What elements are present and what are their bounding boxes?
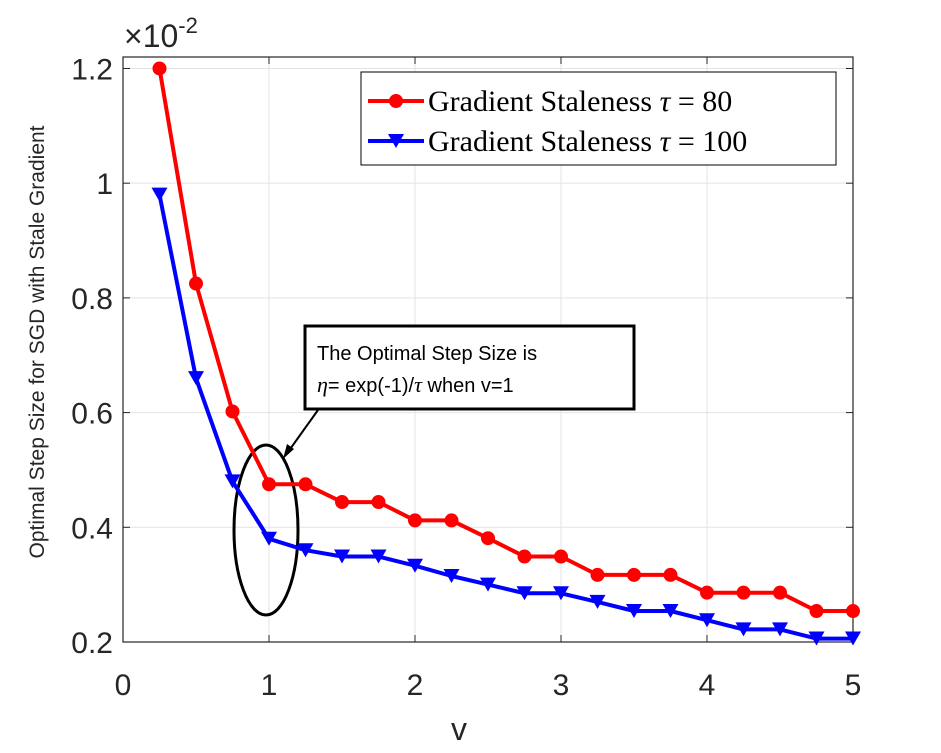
y-axis-label: Optimal Step Size for SGD with Stale Gra… bbox=[26, 125, 49, 558]
series-1 bbox=[151, 187, 861, 646]
data-point bbox=[662, 604, 679, 619]
annotation-arrow-line bbox=[287, 409, 319, 453]
legend-label-tau80-prefix: Gradient Staleness bbox=[428, 85, 660, 118]
y-tick-label: 0.4 bbox=[71, 512, 113, 545]
x-tick-label: 4 bbox=[699, 669, 716, 702]
y-exponent-power: -2 bbox=[178, 13, 198, 38]
annotation-ellipse bbox=[232, 443, 300, 617]
annotation-arrowhead bbox=[283, 444, 294, 459]
annotation-line1: The Optimal Step Size is bbox=[317, 343, 537, 365]
data-point bbox=[772, 622, 788, 637]
legend-label-tau80-suffix: = 80 bbox=[670, 85, 732, 118]
data-point bbox=[516, 586, 533, 601]
data-point bbox=[699, 613, 715, 628]
data-point bbox=[808, 631, 825, 646]
data-point bbox=[590, 567, 605, 582]
data-point bbox=[663, 567, 678, 582]
data-point bbox=[627, 567, 641, 582]
data-point bbox=[809, 604, 824, 619]
legend-marker-tau80 bbox=[389, 94, 403, 108]
y-tick-label: 0.6 bbox=[71, 398, 113, 431]
data-point bbox=[626, 604, 642, 619]
annotation-tau: τ bbox=[414, 372, 423, 397]
x-tick-label: 5 bbox=[845, 669, 862, 702]
legend-label-tau100-suffix: = 100 bbox=[670, 125, 747, 158]
data-point bbox=[845, 631, 861, 646]
data-point bbox=[151, 187, 168, 202]
annotation-box bbox=[303, 324, 636, 411]
y-tick-label: 0.2 bbox=[71, 627, 113, 660]
legend-label-tau100-prefix: Gradient Staleness bbox=[428, 125, 660, 158]
data-point bbox=[370, 549, 387, 564]
x-tick-label: 1 bbox=[261, 669, 278, 702]
data-point bbox=[262, 477, 276, 492]
annotation: The Optimal Step Size is η= exp(-1)/τ wh… bbox=[232, 324, 636, 617]
data-point bbox=[736, 585, 751, 600]
data-point bbox=[408, 513, 422, 528]
legend-label-tau100: Gradient Staleness τ = 100 bbox=[428, 125, 747, 158]
annotation-line2-mid: = exp(-1)/ bbox=[328, 375, 415, 397]
annotation-line2: η= exp(-1)/τ when v=1 bbox=[317, 372, 514, 397]
y-tick-label: 0.8 bbox=[71, 283, 113, 316]
axes-box bbox=[122, 56, 854, 643]
data-point bbox=[554, 549, 568, 564]
x-tick-label: 0 bbox=[115, 669, 132, 702]
data-point bbox=[407, 558, 423, 573]
data-point bbox=[480, 577, 496, 592]
data-point bbox=[517, 549, 532, 564]
data-point bbox=[444, 513, 459, 528]
series-0 bbox=[152, 61, 860, 619]
data-point bbox=[334, 549, 350, 564]
legend-marker-tau100 bbox=[388, 134, 404, 148]
data-point bbox=[700, 585, 714, 600]
y-exponent-base: ×10 bbox=[124, 18, 178, 54]
ticks bbox=[122, 57, 854, 643]
data-point bbox=[371, 495, 386, 510]
data-point bbox=[481, 531, 495, 546]
data-point bbox=[261, 531, 277, 546]
series-layer bbox=[151, 61, 861, 646]
data-point bbox=[589, 594, 606, 609]
legend-label-tau80-symbol: τ bbox=[660, 85, 672, 118]
data-point bbox=[224, 474, 241, 489]
legend-box bbox=[360, 71, 837, 166]
legend-label-tau80: Gradient Staleness τ = 80 bbox=[428, 85, 732, 118]
data-point bbox=[773, 585, 787, 600]
x-tick-label: 3 bbox=[553, 669, 570, 702]
data-point bbox=[335, 495, 349, 510]
data-point bbox=[297, 543, 314, 558]
series-line bbox=[157, 194, 853, 641]
data-point bbox=[553, 586, 569, 601]
data-point bbox=[735, 622, 752, 637]
y-tick-label: 1 bbox=[96, 168, 113, 201]
tick-labels: 0 1 2 3 4 5 0.2 0.4 0.6 0.8 1 1.2 bbox=[71, 53, 861, 702]
data-point bbox=[189, 276, 203, 291]
legend: Gradient Staleness τ = 80 Gradient Stale… bbox=[360, 71, 837, 166]
x-axis-label: v bbox=[451, 711, 467, 747]
y-exponent-label: ×10-2 bbox=[124, 13, 198, 54]
data-point bbox=[152, 61, 167, 76]
data-point bbox=[188, 371, 204, 386]
annotation-line2-end: when v=1 bbox=[422, 375, 514, 397]
annotation-eta: η bbox=[317, 372, 328, 397]
legend-label-tau100-symbol: τ bbox=[660, 125, 672, 158]
y-tick-label: 1.2 bbox=[71, 53, 113, 86]
data-point bbox=[846, 604, 860, 619]
data-point bbox=[225, 404, 240, 419]
x-tick-label: 2 bbox=[407, 669, 424, 702]
data-point bbox=[443, 569, 460, 584]
data-point bbox=[298, 477, 313, 492]
